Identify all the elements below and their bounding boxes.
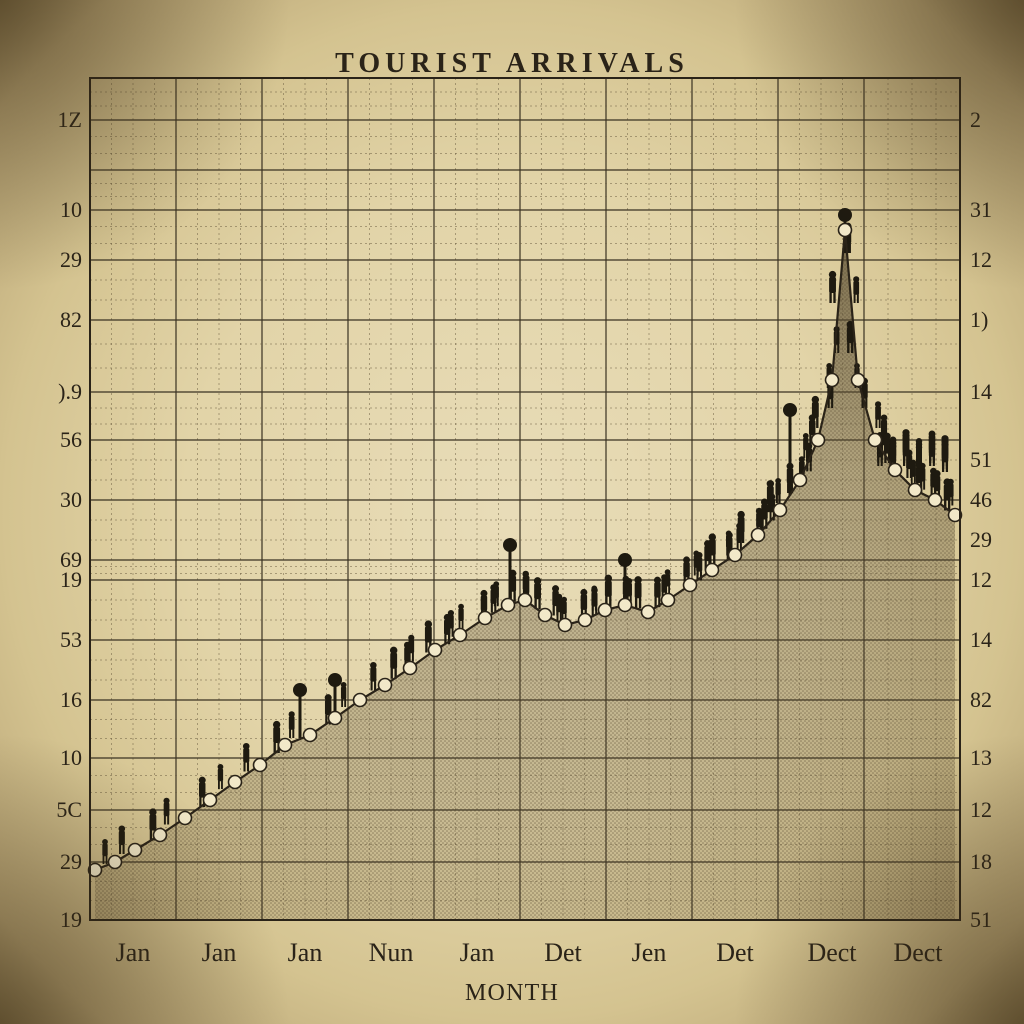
y-tick-left: ).9 [20, 379, 82, 405]
y-tick-right: 1) [970, 307, 988, 333]
chart-container: TOURIST ARRIVALS MONTH 19295C10165319693… [0, 0, 1024, 1024]
person-icon [289, 711, 295, 738]
person-icon [929, 437, 936, 466]
person-icon [509, 570, 516, 602]
person-icon [458, 604, 464, 629]
y-tick-right: 29 [970, 527, 992, 553]
person-icon [102, 839, 108, 864]
person-icon [556, 594, 562, 621]
person-icon [665, 569, 671, 594]
x-tick: Dect [893, 938, 942, 968]
y-tick-left: 82 [20, 307, 82, 333]
person-icon [163, 798, 169, 825]
person-icon [634, 576, 641, 608]
person-icon [654, 577, 661, 607]
y-tick-right: 51 [970, 907, 992, 933]
y-tick-right: 51 [970, 447, 992, 473]
x-tick: Det [716, 938, 754, 968]
chart-svg [0, 0, 1024, 1024]
y-tick-left: 10 [20, 745, 82, 771]
x-tick: Dect [807, 938, 856, 968]
person-icon [370, 662, 377, 691]
x-axis-label: MONTH [0, 980, 1024, 1007]
y-tick-right: 13 [970, 745, 992, 771]
person-icon [943, 478, 950, 510]
x-tick: Jan [288, 938, 323, 968]
y-tick-right: 31 [970, 197, 992, 223]
y-tick-left: 29 [20, 247, 82, 273]
person-icon [218, 764, 224, 789]
y-tick-left: 29 [20, 849, 82, 875]
person-icon [941, 441, 948, 472]
x-tick: Det [544, 938, 582, 968]
y-tick-right: 18 [970, 849, 992, 875]
person-icon [605, 575, 612, 607]
y-tick-right: 12 [970, 797, 992, 823]
person-icon [803, 433, 809, 458]
y-tick-right: 2 [970, 107, 981, 133]
chart-title: TOURIST ARRIVALS [0, 48, 1024, 80]
y-tick-left: 69 [20, 547, 82, 573]
person-icon [119, 825, 126, 854]
person-icon [534, 577, 541, 609]
person-icon [910, 460, 916, 485]
y-tick-right: 12 [970, 567, 992, 593]
y-tick-right: 46 [970, 487, 992, 513]
x-tick: Jan [116, 938, 151, 968]
y-tick-left: 30 [20, 487, 82, 513]
y-tick-left: 1Z [20, 107, 82, 133]
person-icon [902, 435, 909, 466]
person-icon [875, 401, 881, 428]
person-icon [408, 635, 414, 662]
x-tick: Jan [202, 938, 237, 968]
person-icon [390, 647, 397, 679]
person-icon [853, 276, 859, 303]
person-icon [829, 271, 836, 303]
y-tick-left: 10 [20, 197, 82, 223]
y-tick-right: 14 [970, 627, 992, 653]
y-tick-left: 16 [20, 687, 82, 713]
person-icon [693, 550, 699, 575]
y-tick-right: 14 [970, 379, 992, 405]
person-icon [591, 585, 597, 610]
y-tick-left: 53 [20, 627, 82, 653]
y-tick-left: 56 [20, 427, 82, 453]
y-tick-left: 5C [20, 797, 82, 823]
y-tick-left: 19 [20, 907, 82, 933]
y-tick-right: 12 [970, 247, 992, 273]
x-tick: Jan [460, 938, 495, 968]
person-icon [709, 533, 716, 565]
person-icon [243, 743, 250, 772]
y-tick-right: 82 [970, 687, 992, 713]
person-icon [341, 682, 347, 707]
x-tick: Jen [632, 938, 667, 968]
x-tick: Nun [369, 938, 414, 968]
